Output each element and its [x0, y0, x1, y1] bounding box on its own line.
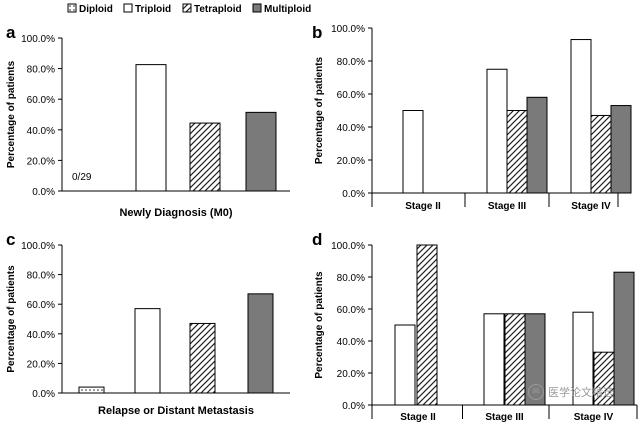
panel-letter: b	[312, 23, 322, 42]
legend-label-multiploid: Multiploid	[264, 4, 311, 15]
y-tick-label: 80.0%	[337, 57, 365, 68]
y-tick-label: 20.0%	[337, 369, 365, 380]
y-tick-label: 20.0%	[27, 359, 55, 370]
y-tick-label: 80.0%	[27, 271, 55, 282]
panel-d: d 0.0% 20.0% 40.0% 60.0% 80.0% 100.0% Percentag…	[312, 230, 638, 423]
bar-multiploid	[526, 96, 548, 194]
panel-b: b 0.0% 20.0% 40.0% 60.0% 80.0% 100.0% Percentag…	[312, 23, 632, 212]
legend-label-tetraploid: Tetraploid	[194, 4, 242, 15]
y-tick-label: 80.0%	[337, 273, 365, 284]
panel-a: a 0.0% 20.0% 40.0% 60.0% 80.0% 100.0% Percentag…	[6, 23, 290, 219]
y-axis-label: Percentage of patients	[314, 56, 325, 164]
legend-swatch-triploid	[123, 3, 133, 13]
y-tick-label: 60.0%	[337, 305, 365, 316]
bar-triploid	[394, 324, 416, 406]
y-axis-label: Percentage of patients	[6, 265, 17, 373]
y-axis-label: Percentage of patients	[6, 60, 17, 168]
bar-tetraploid	[189, 322, 216, 394]
x-axis-label: Newly Diagnosis (M0)	[119, 207, 232, 219]
y-tick-label: 40.0%	[27, 330, 55, 341]
y-tick-label: 60.0%	[337, 90, 365, 101]
bar-tetraploid	[506, 110, 528, 194]
y-tick-label: 20.0%	[337, 156, 365, 167]
y-tick-label: 0.0%	[342, 401, 365, 412]
legend-swatch-diploid	[67, 3, 77, 13]
y-tick-label: 40.0%	[27, 126, 55, 137]
category-label: Stage IV	[571, 201, 611, 212]
panel-letter: a	[6, 23, 16, 42]
bar-multiploid	[245, 111, 277, 192]
bar-tetraploid	[504, 313, 526, 406]
legend-swatch-tetraploid	[182, 3, 192, 13]
panel-letter: c	[6, 230, 15, 249]
x-axis-label: Relapse or Distant Metastasis	[98, 405, 254, 417]
bar-triploid	[135, 64, 167, 192]
y-tick-label: 40.0%	[337, 123, 365, 134]
y-tick-label: 0.0%	[32, 389, 55, 400]
legend-label-triploid: Triploid	[135, 4, 171, 15]
legend: Diploid Triploid Tetraploid Multiploid	[67, 3, 311, 15]
category-label: Stage II	[400, 412, 436, 423]
y-tick-label: 20.0%	[27, 156, 55, 167]
wechat-icon: ✉	[528, 384, 544, 400]
y-tick-label: 100.0%	[21, 241, 55, 252]
panel-letter: d	[312, 230, 322, 249]
bar-diploid	[78, 386, 105, 394]
y-tick-label: 0.0%	[342, 189, 365, 200]
watermark: ✉ 医学论文精选	[528, 384, 614, 400]
bar-triploid	[572, 311, 594, 406]
y-tick-label: 0.0%	[32, 187, 55, 198]
bar-multiploid	[524, 313, 546, 406]
panels: a 0.0% 20.0% 40.0% 60.0% 80.0% 100.0% Percentag…	[6, 23, 638, 423]
y-tick-label: 60.0%	[27, 95, 55, 106]
bar-triploid	[134, 308, 161, 394]
y-tick-label: 60.0%	[27, 300, 55, 311]
bar-multiploid	[247, 293, 274, 394]
y-tick-label: 80.0%	[27, 65, 55, 76]
y-tick-label: 100.0%	[331, 24, 365, 35]
category-label: Stage IV	[574, 412, 614, 423]
category-label: Stage II	[405, 201, 441, 212]
legend-label-diploid: Diploid	[79, 4, 113, 15]
legend-swatch-multiploid	[252, 3, 262, 13]
y-tick-label: 100.0%	[21, 34, 55, 45]
category-label: Stage III	[485, 412, 524, 423]
bar-tetraploid	[590, 114, 612, 194]
bar-triploid	[483, 313, 505, 406]
watermark-text: 医学论文精选	[548, 386, 614, 399]
bar-triploid	[402, 110, 424, 194]
y-tick-label: 100.0%	[331, 241, 365, 252]
bar-triploid	[486, 68, 508, 194]
panel-c: c 0.0% 20.0% 40.0% 60.0% 80.0% 100.0% Percentag…	[6, 230, 290, 417]
bar-multiploid	[613, 271, 635, 406]
bar-multiploid	[610, 105, 632, 194]
y-tick-label: 40.0%	[337, 337, 365, 348]
bar-tetraploid	[189, 122, 221, 192]
annotation-zero-count: 0/29	[72, 172, 92, 183]
category-label: Stage III	[488, 201, 527, 212]
y-axis-label: Percentage of patients	[314, 271, 325, 379]
bar-triploid	[570, 39, 592, 194]
bar-tetraploid	[416, 244, 438, 406]
